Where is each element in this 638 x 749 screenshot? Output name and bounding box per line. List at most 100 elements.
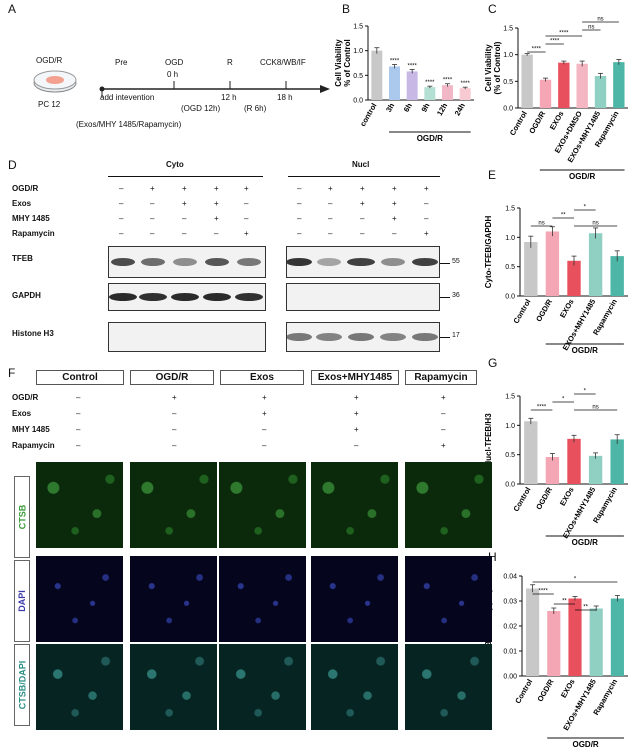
- blot-band: [380, 333, 406, 341]
- blot-cyto-title: Cyto: [166, 160, 184, 169]
- mw-55: 55: [452, 258, 460, 265]
- blot-band: [348, 333, 374, 341]
- y-tick-label: 0.5: [503, 79, 513, 86]
- y-tick-label: 0.00: [503, 674, 517, 681]
- timeline-sub-r: (R 6h): [244, 104, 267, 113]
- timeline-step-pre: Pre: [115, 58, 128, 67]
- comparison-label: *: [574, 577, 577, 583]
- if-sign: –: [76, 393, 81, 402]
- blot-sign: –: [182, 214, 187, 223]
- blot-sign: –: [297, 214, 302, 223]
- panel-f-label: F: [8, 366, 16, 380]
- bar: [459, 88, 471, 100]
- timeline-time-12: 12 h: [221, 93, 237, 102]
- bar: [545, 457, 560, 484]
- timeline-step-r: R: [227, 58, 233, 67]
- y-tick-label: 0.04: [503, 574, 517, 581]
- blot-sign: –: [214, 229, 219, 238]
- bar: [442, 85, 453, 100]
- panel-h-label: H: [488, 550, 497, 564]
- micrograph: [130, 556, 217, 642]
- blot-band: [412, 258, 438, 266]
- category-label: Control: [511, 486, 532, 514]
- blot-band: [237, 258, 261, 266]
- y-tick-label: 1.5: [505, 206, 515, 213]
- category-label: EXOs: [558, 486, 576, 508]
- mw-36: 36: [452, 292, 460, 299]
- bar: [610, 598, 624, 676]
- comparison-label: *: [584, 389, 587, 395]
- comparison-label: ns: [592, 221, 598, 227]
- blot-sign: +: [360, 199, 365, 208]
- timeline-step-assay: CCK8/WB/IF: [260, 58, 306, 67]
- if-sign: +: [354, 409, 359, 418]
- sig-label: ****: [425, 80, 435, 86]
- micrograph: [311, 644, 398, 730]
- bar: [389, 66, 400, 100]
- if-sign: –: [262, 441, 267, 450]
- micrograph: [405, 556, 492, 642]
- channel-label-dapi: DAPI: [14, 560, 30, 642]
- blot-row-label: Rapamycin: [12, 229, 55, 238]
- y-axis-label: Cyto-TFEB/GAPDH: [484, 216, 493, 289]
- blot-sign: –: [150, 229, 155, 238]
- comparison-label: ns: [597, 17, 603, 23]
- blot-sign: +: [182, 184, 187, 193]
- bar: [547, 611, 561, 676]
- y-axis-label: (% of Control): [493, 41, 502, 94]
- y-tick-label: 0.0: [503, 106, 513, 113]
- blot-sign: –: [297, 184, 302, 193]
- y-axis-label: Cell Viability: [484, 44, 493, 92]
- chart-c: 0.0 0.5 1.0 1.5 Cell Viability (% of Control)…: [484, 17, 628, 181]
- timeline-sub-intervention: add intevention: [100, 93, 155, 102]
- blot-sign: +: [360, 184, 365, 193]
- blot-band: [111, 258, 135, 266]
- group-label: OGD/R: [572, 538, 598, 546]
- panel-g-label: G: [488, 356, 498, 370]
- if-row-label: Rapamycin: [12, 441, 55, 450]
- if-sign: –: [262, 425, 267, 434]
- blot-sign: –: [328, 214, 333, 223]
- category-label: OGD/R: [534, 485, 554, 511]
- bar: [613, 62, 625, 108]
- group-label: OGD/R: [569, 172, 595, 181]
- blot-cyto-gapdh: [108, 283, 266, 311]
- timeline-agents: (Exos/MHY 1485/Rapamycin): [76, 120, 182, 129]
- group-box-rapamycin: Rapamycin: [405, 370, 477, 385]
- comparison-label: **: [561, 213, 566, 219]
- category-label: 3h: [384, 101, 396, 113]
- blot-band: [347, 258, 375, 266]
- bar: [424, 87, 436, 100]
- blot-sign: –: [297, 199, 302, 208]
- panel-a-label: A: [8, 2, 17, 16]
- micrograph: [405, 644, 492, 730]
- blot-sign: –: [182, 229, 187, 238]
- blot-sign: +: [392, 184, 397, 193]
- timeline-sub-ogd: (OGD 12h): [181, 104, 221, 113]
- blot-nucl-tfeb: [286, 246, 440, 278]
- group-box-ogdr: OGD/R: [130, 370, 214, 385]
- category-label: EXOs: [548, 110, 566, 132]
- bar: [371, 50, 383, 100]
- if-sign: +: [354, 425, 359, 434]
- blot-sign: –: [328, 199, 333, 208]
- blot-band: [412, 333, 438, 341]
- y-tick-label: 1.5: [503, 26, 513, 33]
- bar: [568, 598, 582, 676]
- y-tick-label: 1.5: [505, 394, 515, 401]
- comparison-label: ****: [537, 405, 547, 411]
- blot-band: [286, 333, 312, 341]
- model-label: OGD/R: [36, 56, 63, 65]
- blot-band: [316, 333, 342, 341]
- blot-sign: +: [150, 184, 155, 193]
- timeline-time-18: 18 h: [277, 93, 293, 102]
- blot-band: [173, 258, 197, 266]
- if-sign: +: [262, 409, 267, 418]
- bar: [545, 231, 560, 296]
- group-label: OGD/R: [417, 134, 443, 143]
- category-label: Control: [511, 298, 532, 326]
- comparison-label: *: [584, 205, 587, 211]
- blot-sign: +: [424, 229, 429, 238]
- if-sign: –: [172, 425, 177, 434]
